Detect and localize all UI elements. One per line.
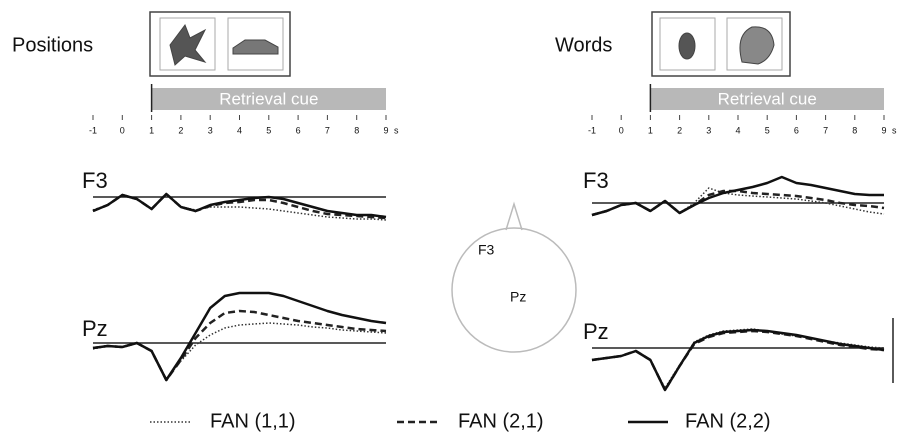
x-unit: s <box>892 125 897 135</box>
electrode-label: F3 <box>478 242 495 258</box>
x-tick-label: -1 <box>89 125 97 135</box>
x-tick-label: 8 <box>354 125 359 135</box>
erp-line <box>592 177 884 215</box>
channel-label: F3 <box>583 168 609 193</box>
x-tick-label: 0 <box>120 125 125 135</box>
x-tick-label: 3 <box>208 125 213 135</box>
cue-label: Retrieval cue <box>718 89 817 108</box>
x-tick-label: 3 <box>706 125 711 135</box>
legend-label: FAN (2,1) <box>458 410 544 432</box>
picture-boxes <box>150 12 790 76</box>
legend-label: FAN (1,1) <box>210 410 296 432</box>
x-tick-label: 2 <box>178 125 183 135</box>
x-tick-label: 1 <box>648 125 653 135</box>
x-tick-label: 6 <box>794 125 799 135</box>
x-tick-label: -1 <box>588 125 596 135</box>
x-tick-label: 9 <box>881 125 886 135</box>
condition-title: Words <box>555 34 612 56</box>
x-tick-label: 2 <box>677 125 682 135</box>
erp-line <box>93 293 386 380</box>
erp-line <box>592 329 884 388</box>
x-tick-label: 6 <box>296 125 301 135</box>
erp-line <box>592 330 884 390</box>
channel-label: Pz <box>82 316 108 341</box>
legend-label: FAN (2,2) <box>685 410 771 432</box>
x-tick-label: 8 <box>852 125 857 135</box>
figure: F3 Pz Positions Retrieval cue -1 0 1 2 3 4 5 6 7 8 9… <box>0 0 901 443</box>
x-tick-label: 9 <box>383 125 388 135</box>
x-unit: s <box>394 125 399 135</box>
x-tick-label: 0 <box>619 125 624 135</box>
x-tick-label: 4 <box>735 125 740 135</box>
cue-label: Retrieval cue <box>219 89 318 108</box>
x-tick-label: 5 <box>765 125 770 135</box>
x-tick-label: 1 <box>149 125 154 135</box>
head <box>452 204 576 352</box>
erp-line <box>592 331 884 390</box>
channel-label: Pz <box>583 319 609 344</box>
channel-label: F3 <box>82 168 108 193</box>
x-tick-label: 4 <box>237 125 242 135</box>
x-tick-label: 7 <box>823 125 828 135</box>
erp-line <box>93 311 386 380</box>
condition-title: Positions <box>12 34 93 56</box>
x-tick-label: 7 <box>325 125 330 135</box>
erp-line <box>93 323 386 379</box>
x-tick-label: 5 <box>266 125 271 135</box>
electrode-label: Pz <box>510 289 526 305</box>
